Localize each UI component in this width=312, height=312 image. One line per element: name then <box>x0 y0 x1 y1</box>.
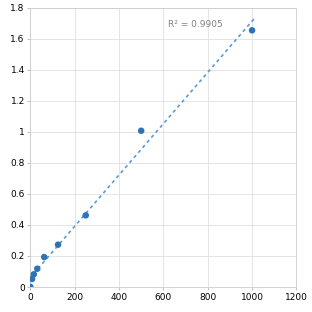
Point <box>56 242 61 247</box>
Point <box>35 266 40 271</box>
Point <box>250 28 255 33</box>
Point <box>139 128 144 133</box>
Point <box>83 213 88 218</box>
Point <box>28 284 33 289</box>
Point <box>30 276 35 281</box>
Text: R² = 0.9905: R² = 0.9905 <box>168 20 222 29</box>
Point <box>42 255 47 260</box>
Point <box>31 272 36 277</box>
